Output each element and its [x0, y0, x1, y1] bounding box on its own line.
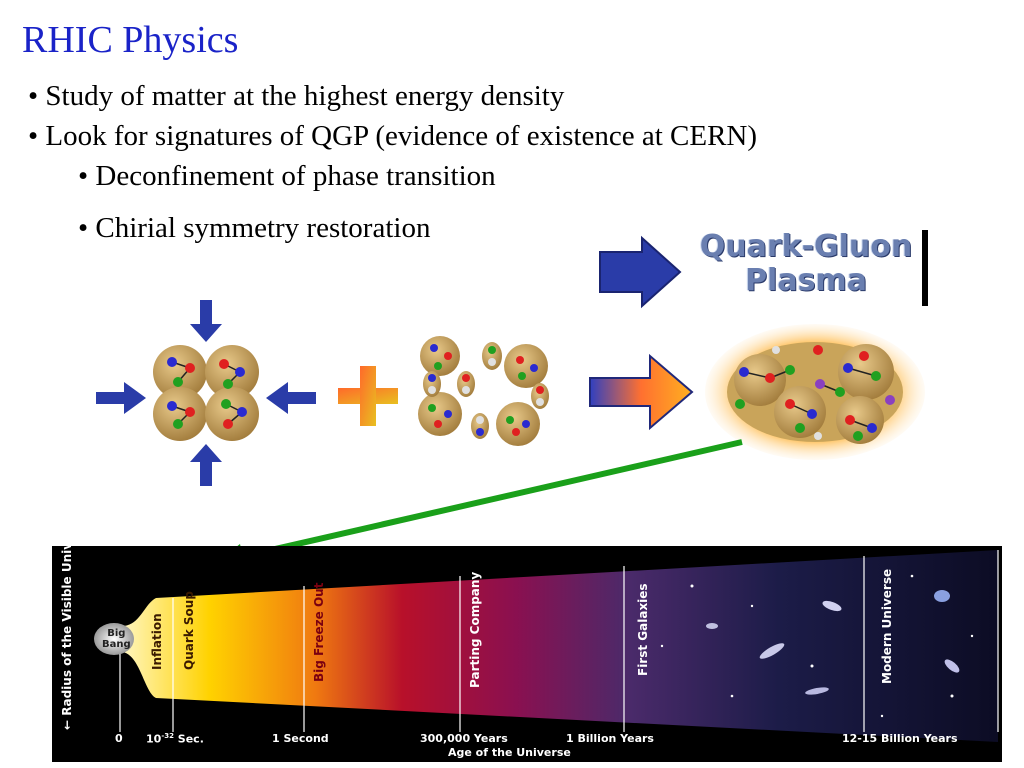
big-bang-label: Big Bang [102, 628, 131, 650]
epoch-modern-universe: Modern Universe [880, 568, 894, 684]
epoch-dividers [119, 550, 999, 732]
bullet-chiral-symmetry: • Chirial symmetry restoration [78, 212, 431, 244]
tick-1-second: 1 Second [272, 732, 329, 745]
qgp-illustration [96, 235, 925, 560]
epoch-quark-soup: Quark Soup [182, 591, 196, 670]
nucleon-cluster-icon [153, 345, 259, 441]
qgp-label-line1: Quark-Gluon [699, 229, 913, 264]
big-bang-label-line2: Bang [102, 639, 131, 650]
quark-gluon-plasma-icon [705, 324, 925, 460]
slide-title: RHIC Physics [22, 19, 239, 61]
compression-arrows-icon [96, 300, 316, 486]
epoch-big-freeze-out: Big Freeze Out [312, 582, 326, 682]
big-bang-icon [94, 623, 134, 655]
tick-exponent: -32 [161, 732, 174, 740]
vertical-divider [922, 230, 928, 306]
tick-1-billion-years: 1 Billion Years [566, 732, 654, 745]
right-arrow-icon [599, 235, 682, 309]
epoch-inflation: Inflation [150, 613, 164, 670]
tick-300000-years: 300,000 Years [420, 732, 508, 745]
timeline-graphic [94, 550, 999, 742]
x-axis-label: Age of the Universe [448, 746, 571, 759]
big-bang-label-line1: Big [107, 628, 126, 639]
expansion-cone [122, 550, 998, 742]
bullet-energy-density: • Study of matter at the highest energy … [28, 80, 565, 112]
tick-zero: 0 [115, 732, 123, 745]
universe-timeline: ← Radius of the Visible Universe → Big B… [52, 546, 1002, 762]
plus-icon [338, 366, 398, 426]
pointer-arrow-icon [219, 439, 743, 560]
tick-12-15-billion-years: 12-15 Billion Years [842, 732, 958, 745]
bullet-qgp-signatures: • Look for signatures of QGP (evidence o… [28, 120, 758, 152]
qgp-label-line2: Plasma [745, 263, 867, 298]
hadron-group-icon [418, 336, 549, 446]
galaxies-icon [660, 574, 974, 718]
transition-arrow-icon [589, 353, 694, 431]
tick-10-32-sec: 10-32 Sec. [146, 732, 204, 746]
y-axis-label: ← Radius of the Visible Universe → [60, 546, 74, 730]
qgp-logo-label: Quark-Gluon Plasma [686, 230, 926, 298]
epoch-parting-company: Parting Company [468, 571, 482, 688]
epoch-first-galaxies: First Galaxies [636, 583, 650, 676]
bullet-deconfinement: • Deconfinement of phase transition [78, 160, 496, 192]
